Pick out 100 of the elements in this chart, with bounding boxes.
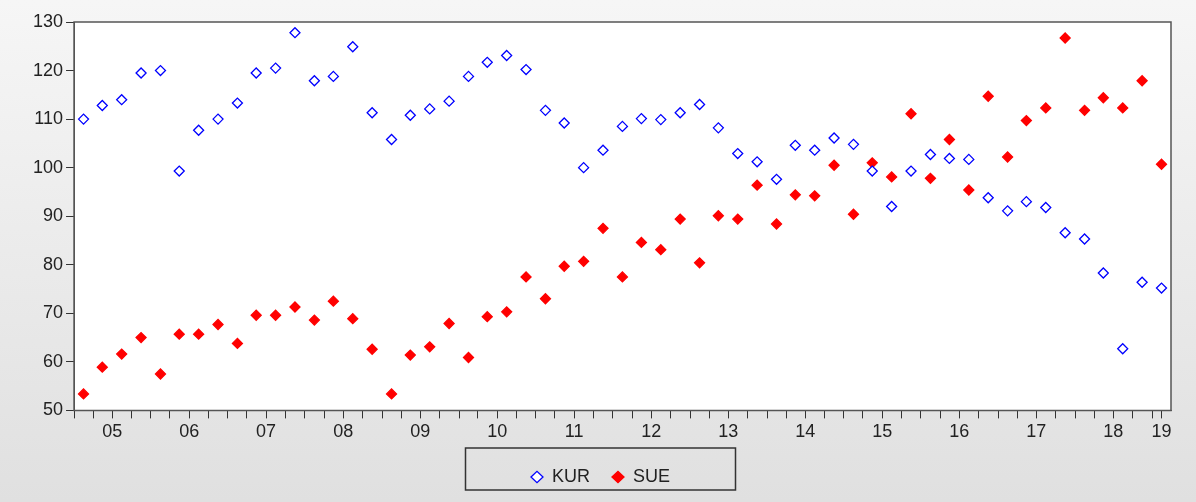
y-tick-label: 100 [32,156,64,177]
x-tick-label: 17 [1026,421,1047,442]
point [943,133,956,146]
point [96,99,108,112]
point [1117,102,1129,114]
point [462,351,475,364]
legend-label: SUE [633,465,671,486]
x-tick-label: 08 [333,421,354,442]
x-tick-label: 07 [256,421,277,442]
point [635,236,648,249]
point [1040,102,1052,114]
point [154,368,167,380]
x-tick-label: 15 [872,421,893,442]
x-tick-label: 06 [179,421,200,442]
x-tick-label: 16 [949,421,970,442]
point [905,108,917,120]
point [828,159,840,171]
point [655,113,667,126]
point [847,208,860,220]
y-tick-label: 120 [32,59,64,80]
point [443,95,455,107]
point [385,388,398,400]
point [231,97,244,109]
x-tick-label: 18 [1103,421,1124,442]
point [809,190,821,202]
point [809,144,821,156]
point [674,213,686,225]
point [1078,104,1091,117]
point [250,309,262,321]
point [424,103,436,115]
point [1078,233,1091,245]
x-tick-label: 05 [102,421,123,442]
point [289,27,301,39]
point [404,109,416,121]
point [424,341,436,353]
x-tick-label: 13 [718,421,739,442]
point [789,189,801,201]
x-tick-label: 12 [641,421,662,442]
x-tick-label: 10 [487,421,508,442]
point [347,312,359,325]
point [481,311,493,323]
point [597,222,609,234]
point [404,349,416,361]
point [751,179,763,191]
point [96,361,108,373]
point [443,317,455,330]
point [674,107,686,119]
point [924,172,937,184]
x-tick-label: 11 [564,421,584,442]
point [924,148,937,161]
point [1155,282,1168,294]
point [1059,32,1071,44]
point [655,244,667,256]
point [558,260,570,272]
point [597,144,609,156]
point [192,124,205,136]
point [135,331,147,344]
point [269,62,282,74]
point [732,213,744,225]
point [327,70,340,83]
point [577,162,590,174]
point [192,328,205,340]
point [501,306,513,318]
x-tick-label: 19 [1151,421,1172,442]
point [250,67,262,79]
point [520,63,532,76]
point [1136,75,1148,87]
point [789,139,801,151]
y-tick-label: 110 [34,108,64,129]
x-tick-label: 09 [410,421,431,442]
y-tick-label: 70 [43,302,64,323]
point [385,133,398,146]
point [886,171,898,183]
point [712,122,724,134]
point [1001,151,1014,163]
point [1155,158,1168,170]
point [327,295,340,307]
point [943,152,956,165]
point [1020,114,1033,127]
point [520,271,532,283]
y-tick-label: 130 [32,10,64,31]
y-tick-label: 80 [43,253,64,274]
point [1059,227,1071,239]
point [616,271,629,283]
point [577,255,590,267]
point [77,113,90,125]
point [366,343,378,355]
point [116,348,128,360]
point [751,156,763,168]
point [1020,195,1033,208]
point [77,388,90,400]
point [1001,205,1014,217]
point [1136,276,1148,288]
y-tick-label: 60 [43,350,64,371]
point [693,257,706,269]
point [212,113,224,125]
legend-label: KUR [551,465,591,486]
point [308,75,321,87]
point [1040,201,1052,214]
point [539,104,552,117]
